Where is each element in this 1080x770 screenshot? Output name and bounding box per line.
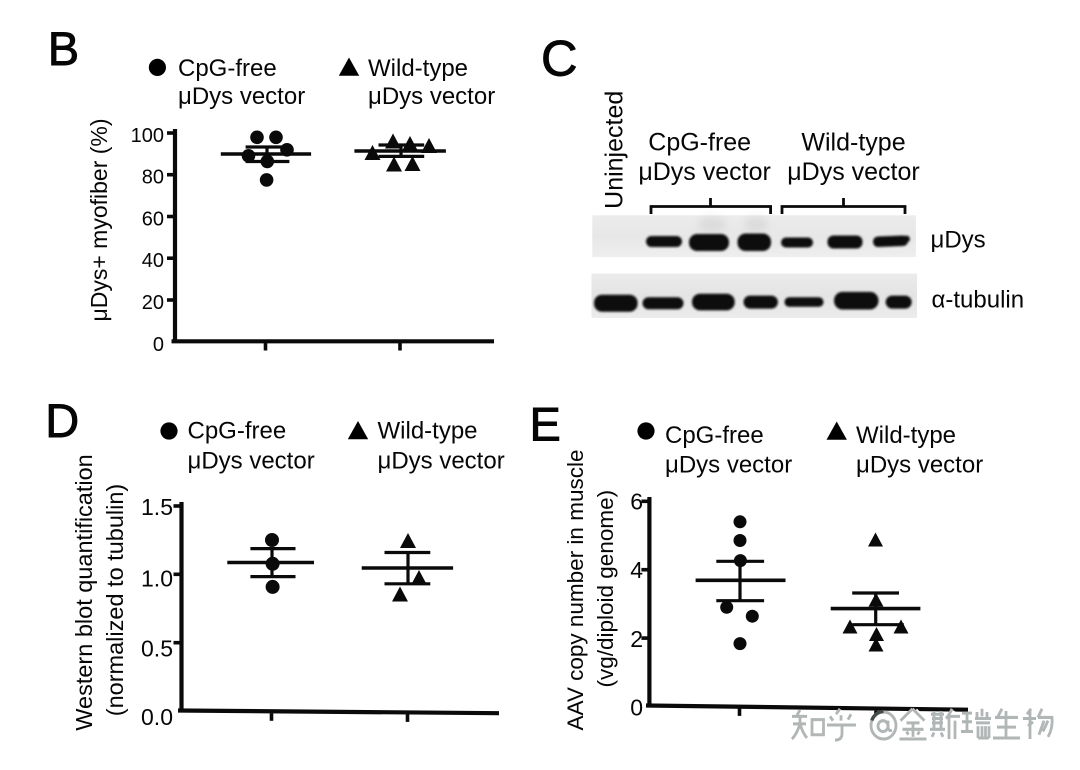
svg-text:Wild-type: Wild-type [368,55,468,82]
svg-text:0: 0 [153,334,164,356]
svg-text:μDys vector: μDys vector [178,83,305,110]
svg-text:CpG-free: CpG-free [665,422,764,449]
svg-text:1.0: 1.0 [141,565,173,591]
svg-text:6: 6 [630,488,643,514]
svg-text:μDys: μDys [931,227,986,254]
svg-text:40: 40 [142,250,164,272]
svg-text:4: 4 [630,557,643,583]
svg-text:(normalized to tubulin): (normalized to tubulin) [102,484,128,717]
svg-text:0.0: 0.0 [141,704,173,730]
svg-text:μDys vector: μDys vector [638,158,770,186]
svg-text:60: 60 [142,208,164,230]
svg-text:20: 20 [142,292,164,314]
svg-text:Wild-type: Wild-type [801,129,905,157]
svg-text:CpG-free: CpG-free [188,417,287,444]
svg-text:μDys vector: μDys vector [787,158,919,186]
svg-text:C: C [541,29,577,86]
svg-text:E: E [530,398,561,451]
svg-text:0: 0 [630,695,643,721]
svg-text:2: 2 [630,626,643,652]
svg-text:Uninjected: Uninjected [601,91,629,209]
svg-text:μDys vector: μDys vector [188,448,315,475]
svg-text:CpG-free: CpG-free [178,55,277,82]
svg-text:0.5: 0.5 [141,635,173,661]
svg-text:μDys vector: μDys vector [665,452,792,479]
svg-text:μDys vector: μDys vector [368,83,495,110]
svg-text:μDys vector: μDys vector [856,452,983,479]
svg-text:1.5: 1.5 [141,494,173,520]
svg-text:Wild-type: Wild-type [378,417,478,444]
svg-text:μDys vector: μDys vector [378,448,505,475]
svg-text:D: D [45,394,79,447]
svg-text:100: 100 [131,125,164,147]
svg-text:μDys+ myofiber (%): μDys+ myofiber (%) [86,118,112,321]
svg-text:α-tubulin: α-tubulin [932,287,1025,314]
svg-text:CpG-free: CpG-free [648,129,751,157]
svg-text:AAV copy number in muscle: AAV copy number in muscle [563,450,588,731]
svg-text:(vg/diploid genome): (vg/diploid genome) [593,490,618,688]
svg-text:B: B [48,22,79,75]
svg-text:Wild-type: Wild-type [856,422,956,449]
svg-text:80: 80 [142,167,164,189]
svg-text:Western blot quantification: Western blot quantification [71,454,97,731]
